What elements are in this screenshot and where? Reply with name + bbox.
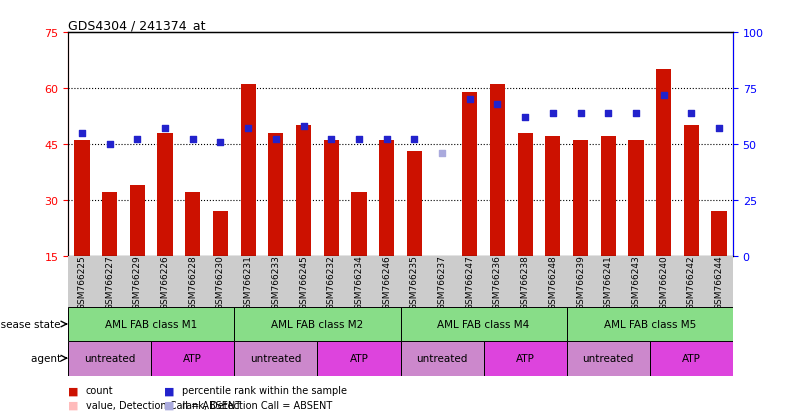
Bar [545,137,561,312]
Point [491,101,504,108]
Text: percentile rank within the sample: percentile rank within the sample [182,385,347,395]
Bar [567,341,650,376]
Bar [628,141,643,312]
Bar [185,193,200,312]
Bar [235,341,317,376]
Point [574,110,587,116]
Bar [434,290,449,312]
Text: ATP: ATP [183,353,202,363]
Bar [484,341,567,376]
Point [214,139,227,146]
Text: rank, Detection Call = ABSENT: rank, Detection Call = ABSENT [182,400,332,410]
Bar [296,126,311,312]
Bar [601,137,616,312]
Point [242,126,255,132]
Text: AML FAB class M1: AML FAB class M1 [105,319,197,329]
Point [630,110,642,116]
Bar [400,308,567,341]
Point [103,141,116,148]
Bar [240,85,256,312]
Point [380,137,393,143]
Point [131,137,143,143]
Point [297,123,310,130]
Bar [158,133,173,312]
Point [602,110,614,116]
Text: ■: ■ [164,385,175,395]
Text: ATP: ATP [349,353,368,363]
Bar [650,341,733,376]
Point [269,137,282,143]
Bar [235,308,400,341]
Bar [102,193,117,312]
Bar [517,133,533,312]
Bar [352,193,367,312]
Bar [407,152,422,312]
Bar [711,211,727,312]
Point [408,137,421,143]
Bar [130,185,145,312]
Text: value, Detection Call = ABSENT: value, Detection Call = ABSENT [86,400,241,410]
Text: AML FAB class M4: AML FAB class M4 [437,319,529,329]
Text: ATP: ATP [516,353,534,363]
Point [713,126,726,132]
Bar [213,211,228,312]
Text: untreated: untreated [417,353,468,363]
Text: untreated: untreated [582,353,634,363]
Bar [74,141,90,312]
Bar [68,341,151,376]
Text: ■: ■ [68,400,78,410]
Point [352,137,365,143]
Point [325,137,338,143]
Text: ATP: ATP [682,353,701,363]
Bar [567,308,733,341]
Bar [684,126,699,312]
Point [685,110,698,116]
Bar [151,341,235,376]
Point [159,126,171,132]
Text: agent: agent [30,353,64,363]
Bar [490,85,505,312]
Point [519,114,532,121]
Point [658,92,670,99]
Text: untreated: untreated [84,353,135,363]
Point [187,137,199,143]
Bar [68,308,235,341]
Bar [324,141,339,312]
Bar [462,93,477,312]
Bar [573,141,588,312]
Text: AML FAB class M2: AML FAB class M2 [272,319,364,329]
Point [546,110,559,116]
Bar [379,141,394,312]
Text: untreated: untreated [250,353,301,363]
Text: AML FAB class M5: AML FAB class M5 [604,319,696,329]
Point [75,130,88,137]
Text: count: count [86,385,113,395]
Text: ■: ■ [164,400,175,410]
Bar [268,133,284,312]
Bar [656,70,671,312]
Text: GDS4304 / 241374_at: GDS4304 / 241374_at [68,19,206,32]
Text: disease state: disease state [0,319,64,329]
Bar [317,341,400,376]
Text: ■: ■ [68,385,78,395]
Point [463,97,476,103]
Point [436,150,449,157]
Bar [400,341,484,376]
